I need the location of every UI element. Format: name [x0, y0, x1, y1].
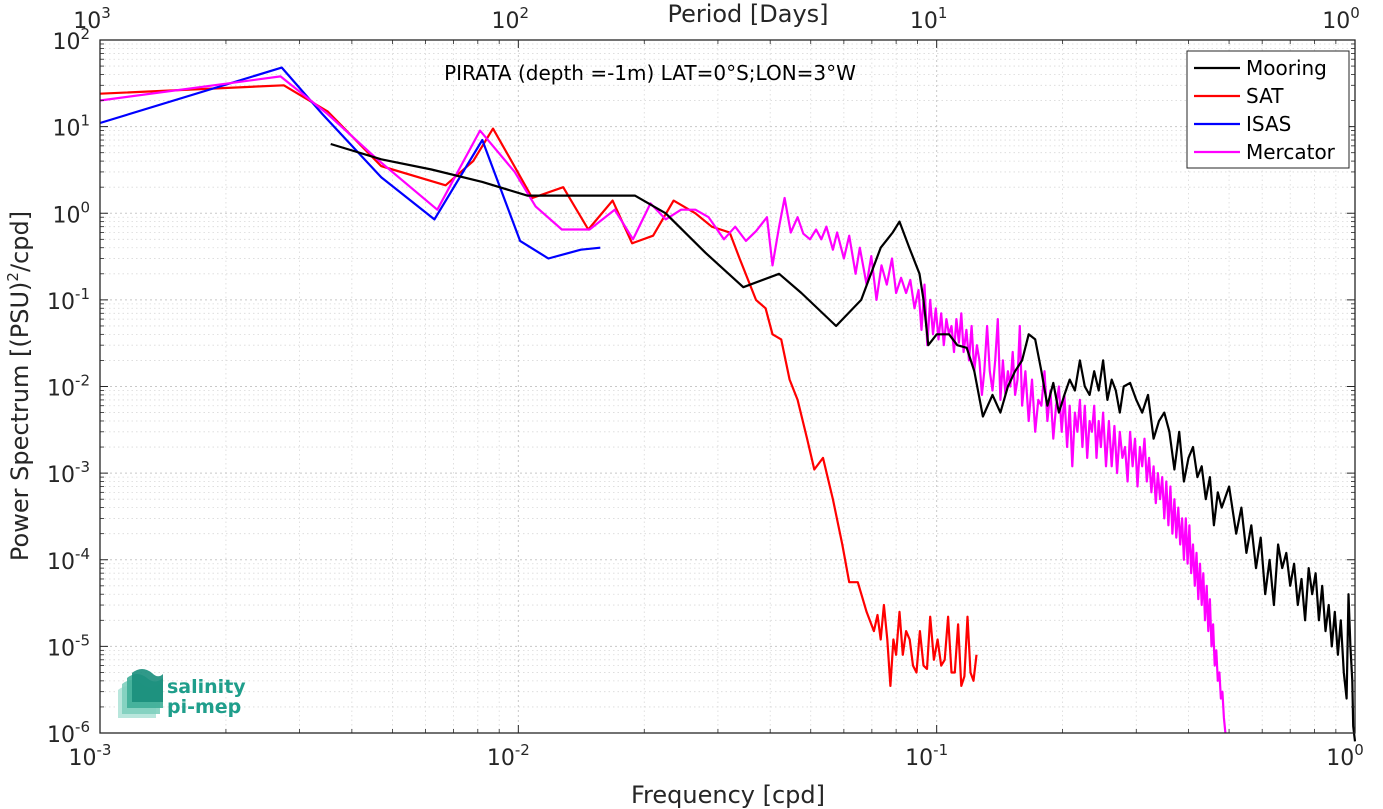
y-tick-label-exponent: -2 — [75, 372, 90, 390]
y-tick-label-base: 10 — [52, 203, 80, 228]
legend-label-mooring: Mooring — [1246, 56, 1327, 80]
y-tick-label-exponent: 1 — [80, 112, 90, 130]
y-tick-label: 10-2 — [47, 372, 90, 402]
top-x-tick-label-exponent: 0 — [1350, 4, 1360, 22]
y-tick-label: 10-6 — [47, 718, 90, 748]
series-line-mercator — [99, 75, 1227, 734]
legend: Mooring SAT ISAS Mercator — [1186, 50, 1350, 169]
y-tick-label-base: 10 — [47, 550, 75, 575]
salinity-pimep-logo: salinity pi-mep — [118, 669, 246, 718]
y-tick-label-base: 10 — [47, 290, 75, 315]
y-tick-label: 100 — [52, 198, 90, 228]
chart-title: PIRATA (depth =-1m) LAT=0°S;LON=3°W — [444, 61, 856, 85]
top-x-tick-label-exponent: 3 — [101, 4, 111, 22]
y-tick-label-base: 10 — [52, 117, 80, 142]
top-x-tick-label-exponent: 2 — [520, 4, 530, 22]
y-axis-label-tail: /cpd] — [6, 211, 34, 272]
logo-text-line2: pi-mep — [167, 696, 241, 718]
y-tick-label-exponent: -4 — [75, 545, 90, 563]
y-tick-label: 10-5 — [47, 631, 90, 661]
series-line-isas — [99, 66, 601, 260]
y-tick-label: 10-4 — [47, 545, 90, 575]
y-tick-label-exponent: 2 — [80, 25, 90, 43]
legend-label-isas: ISAS — [1246, 112, 1291, 136]
legend-label-sat: SAT — [1246, 84, 1284, 108]
tick-marks — [99, 39, 1356, 734]
y-tick-label-base: 10 — [47, 723, 75, 748]
series-line-mooring — [330, 142, 1357, 742]
x-tick-label-exponent: 0 — [1354, 741, 1364, 759]
y-tick-label: 102 — [52, 25, 90, 55]
y-tick-label-exponent: -5 — [75, 631, 90, 649]
x-tick-label-exponent: -2 — [515, 741, 530, 759]
legend-box — [1186, 50, 1350, 169]
x-tick-label-exponent: -3 — [97, 741, 112, 759]
y-tick-label: 10-3 — [47, 458, 90, 488]
x-tick-label: 10-1 — [905, 741, 948, 771]
top-x-tick-label-exponent: 1 — [938, 4, 948, 22]
series-line-sat — [99, 84, 978, 688]
wave-logo-icon — [118, 669, 163, 718]
y-axis-label: Power Spectrum [(PSU)2/cpd] — [4, 211, 34, 561]
series-layer — [99, 66, 1357, 742]
y-tick-label-exponent: -1 — [75, 285, 90, 303]
y-axis-label-main: Power Spectrum [(PSU) — [6, 282, 34, 561]
y-tick-label-exponent: 0 — [80, 198, 90, 216]
y-tick-label: 10-1 — [47, 285, 90, 315]
top-x-tick-label: 102 — [492, 4, 530, 34]
x-tick-label: 10-2 — [487, 741, 530, 771]
y-tick-label-exponent: -3 — [75, 458, 90, 476]
y-tick-label-exponent: -6 — [75, 718, 90, 736]
y-tick-label-base: 10 — [47, 377, 75, 402]
y-tick-label-base: 10 — [47, 636, 75, 661]
y-axis-label-superscript: 2 — [4, 272, 22, 282]
x-axis-label: Frequency [cpd] — [631, 781, 825, 809]
legend-label-mercator: Mercator — [1246, 140, 1336, 164]
logo-text-line1: salinity — [167, 676, 246, 698]
y-tick-label-base: 10 — [52, 30, 80, 55]
top-x-axis-label: Period [Days] — [667, 0, 828, 28]
x-tick-label-exponent: -1 — [933, 741, 948, 759]
y-tick-label-base: 10 — [47, 463, 75, 488]
y-tick-label: 101 — [52, 112, 90, 142]
